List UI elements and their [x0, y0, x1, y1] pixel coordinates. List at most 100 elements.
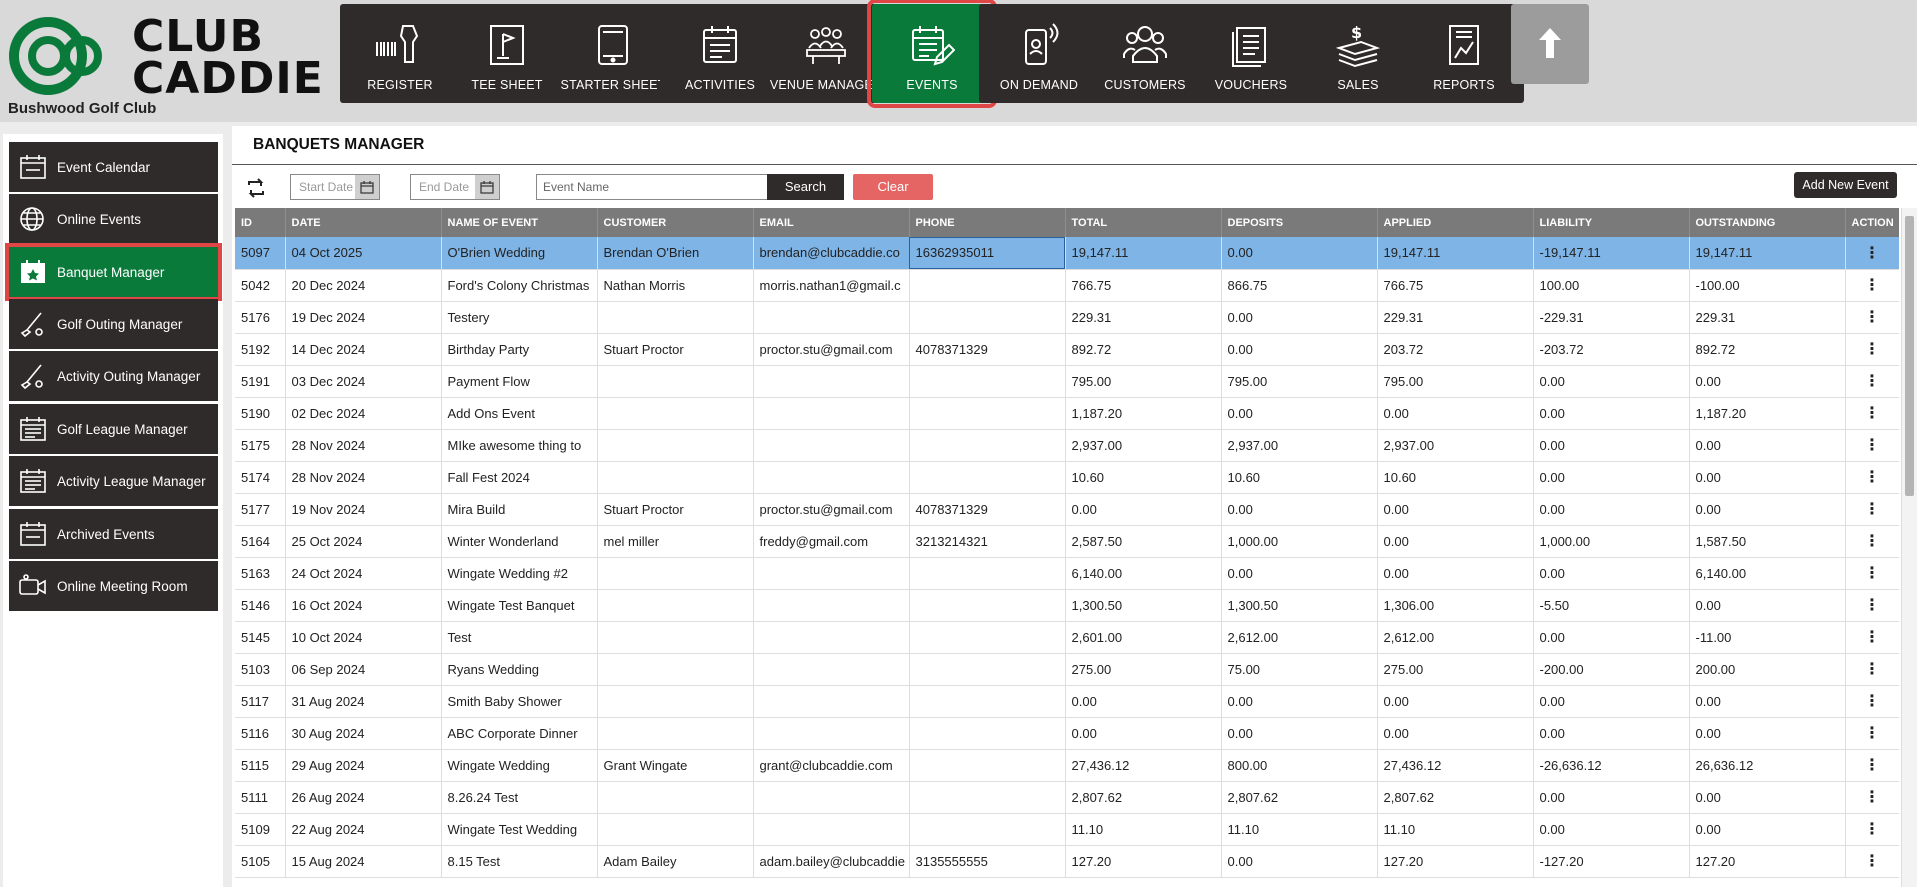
table-row[interactable]: 5103 06 Sep 2024 Ryans Wedding 275.00 75.00 2… [235, 653, 1899, 686]
table-row[interactable]: 5192 14 Dec 2024 Birthday Party Stuart Proc… [235, 333, 1899, 366]
table-row[interactable]: 5175 28 Nov 2024 MIke awesome thing to 2,93… [235, 429, 1899, 462]
phone-signal-icon [1025, 23, 1059, 65]
table-cell: morris.nathan1@gmail.c [753, 269, 910, 302]
column-header[interactable]: DEPOSITS [1221, 208, 1378, 237]
row-action-menu-icon[interactable]: ⋮ [1845, 301, 1899, 334]
table-cell: 795.00 [1065, 365, 1222, 398]
nav-customers[interactable]: CUSTOMERS [1085, 4, 1205, 103]
column-header[interactable]: CUSTOMER [597, 208, 754, 237]
nav-vouchers[interactable]: VOUCHERS [1191, 4, 1311, 103]
column-header[interactable]: PHONE [909, 208, 1066, 237]
table-cell: 5116 [235, 717, 286, 750]
row-action-menu-icon[interactable]: ⋮ [1845, 845, 1899, 878]
row-action-menu-icon[interactable]: ⋮ [1845, 429, 1899, 462]
row-action-menu-icon[interactable]: ⋮ [1845, 813, 1899, 846]
sidebar-item-event-calendar[interactable]: Event Calendar [9, 142, 218, 192]
column-header[interactable]: APPLIED [1377, 208, 1534, 237]
table-row[interactable]: 5146 16 Oct 2024 Wingate Test Banquet 1,300… [235, 589, 1899, 622]
row-action-menu-icon[interactable]: ⋮ [1845, 365, 1899, 398]
table-row[interactable]: 5117 31 Aug 2024 Smith Baby Shower 0.00 0.00… [235, 685, 1899, 718]
row-action-menu-icon[interactable]: ⋮ [1845, 557, 1899, 590]
table-row[interactable]: 5042 20 Dec 2024 Ford's Colony Christmas Na… [235, 269, 1899, 302]
table-row[interactable]: 5163 24 Oct 2024 Wingate Wedding #2 6,140.0… [235, 557, 1899, 590]
table-row[interactable]: 5191 03 Dec 2024 Payment Flow 795.00 795.00 7… [235, 365, 1899, 398]
row-action-menu-icon[interactable]: ⋮ [1845, 237, 1899, 270]
nav-reports[interactable]: REPORTS [1404, 4, 1524, 103]
table-row[interactable]: 5174 28 Nov 2024 Fall Fest 2024 10.60 10.60 1… [235, 461, 1899, 494]
nav-register[interactable]: REGISTER [340, 4, 460, 103]
column-header[interactable]: DATE [285, 208, 442, 237]
row-action-menu-icon[interactable]: ⋮ [1845, 333, 1899, 366]
tablet-icon [598, 25, 628, 65]
table-row[interactable]: 5105 15 Aug 2024 8.15 Test Adam Bailey adam.… [235, 845, 1899, 878]
add-new-event-button[interactable]: Add New Event [1794, 172, 1897, 198]
club-caddie-logo[interactable]: CLUB CADDIE [8, 12, 323, 101]
nav-venue-manager[interactable]: VENUE MANAGER [766, 4, 886, 103]
sidebar-item-archived-events[interactable]: Archived Events [9, 509, 218, 559]
table-row[interactable]: 5097 04 Oct 2025 O'Brien Wedding Brendan O'… [235, 237, 1899, 270]
calendar-icon[interactable] [475, 175, 499, 199]
row-action-menu-icon[interactable]: ⋮ [1845, 461, 1899, 494]
row-action-menu-icon[interactable]: ⋮ [1845, 621, 1899, 654]
sidebar-item-online-meeting-room[interactable]: Online Meeting Room [9, 561, 218, 611]
event-name-input[interactable]: Event Name [536, 174, 772, 200]
column-header[interactable]: ACTION [1845, 208, 1899, 237]
calendar-icon[interactable] [355, 175, 379, 199]
start-date-field[interactable]: Start Date [290, 174, 380, 200]
row-action-menu-icon[interactable]: ⋮ [1845, 781, 1899, 814]
scroll-up-button[interactable] [1511, 4, 1589, 84]
row-action-menu-icon[interactable]: ⋮ [1845, 685, 1899, 718]
sidebar-item-online-events[interactable]: Online Events [9, 194, 218, 244]
column-header[interactable]: TOTAL [1065, 208, 1222, 237]
table-row[interactable]: 5109 22 Aug 2024 Wingate Test Wedding 11.10… [235, 813, 1899, 846]
table-row[interactable]: 5190 02 Dec 2024 Add Ons Event 1,187.20 0.00… [235, 397, 1899, 430]
table-row[interactable]: 5111 26 Aug 2024 8.26.24 Test 2,807.62 2,807… [235, 781, 1899, 814]
row-action-menu-icon[interactable]: ⋮ [1845, 397, 1899, 430]
sidebar-item-golf-league-manager[interactable]: Golf League Manager [9, 404, 218, 454]
vouchers-icon [1232, 27, 1266, 67]
table-cell: 0.00 [1221, 685, 1378, 718]
clear-button[interactable]: Clear [853, 174, 933, 200]
column-header[interactable]: LIABILITY [1533, 208, 1690, 237]
column-header[interactable]: EMAIL [753, 208, 910, 237]
scrollbar-thumb[interactable] [1905, 216, 1914, 496]
row-action-menu-icon[interactable]: ⋮ [1845, 653, 1899, 686]
table-cell: Wingate Test Banquet [441, 589, 598, 622]
table-cell: 892.72 [1065, 333, 1222, 366]
sidebar-item-golf-outing-manager[interactable]: Golf Outing Manager [9, 299, 218, 349]
table-row[interactable]: 5116 30 Aug 2024 ABC Corporate Dinner 0.00 0… [235, 717, 1899, 750]
search-button[interactable]: Search [767, 174, 844, 200]
column-header[interactable]: OUTSTANDING [1689, 208, 1846, 237]
row-action-menu-icon[interactable]: ⋮ [1845, 717, 1899, 750]
table-row[interactable]: 5177 19 Nov 2024 Mira Build Stuart Proctor p… [235, 493, 1899, 526]
row-action-menu-icon[interactable]: ⋮ [1845, 749, 1899, 782]
column-header[interactable]: ID [235, 208, 286, 237]
table-row[interactable]: 5176 19 Dec 2024 Testery 229.31 0.00 229.31 -2… [235, 301, 1899, 334]
refresh-icon[interactable] [244, 176, 268, 200]
nav-sales[interactable]: $ SALES [1298, 4, 1418, 103]
table-row[interactable]: 5115 29 Aug 2024 Wingate Wedding Grant Wing… [235, 749, 1899, 782]
end-date-field[interactable]: End Date [410, 174, 500, 200]
column-header[interactable]: NAME OF EVENT [441, 208, 598, 237]
sidebar-item-activity-league-manager[interactable]: Activity League Manager [9, 456, 218, 506]
table-cell: 2,937.00 [1377, 429, 1534, 462]
row-action-menu-icon[interactable]: ⋮ [1845, 525, 1899, 558]
table-scrollbar[interactable] [1901, 208, 1917, 887]
nav-on-demand[interactable]: ON DEMAND [979, 4, 1099, 103]
table-cell: 29 Aug 2024 [285, 749, 442, 782]
nav-starter-sheet[interactable]: STARTER SHEET [553, 4, 673, 103]
row-action-menu-icon[interactable]: ⋮ [1845, 589, 1899, 622]
nav-tee-sheet[interactable]: TEE SHEET [447, 4, 567, 103]
nav-activities[interactable]: ACTIVITIES [660, 4, 780, 103]
table-row[interactable]: 5145 10 Oct 2024 Test 2,601.00 2,612.00 2,612… [235, 621, 1899, 654]
table-cell: 892.72 [1689, 333, 1846, 366]
table-cell: 10.60 [1065, 461, 1222, 494]
table-cell: adam.bailey@clubcaddie [753, 845, 910, 878]
table-cell: Mira Build [441, 493, 598, 526]
nav-events[interactable]: EVENTS [867, 0, 997, 108]
sidebar-item-banquet-manager[interactable]: Banquet Manager [5, 243, 222, 301]
table-row[interactable]: 5164 25 Oct 2024 Winter Wonderland mel mill… [235, 525, 1899, 558]
sidebar-item-activity-outing-manager[interactable]: Activity Outing Manager [9, 351, 218, 401]
row-action-menu-icon[interactable]: ⋮ [1845, 493, 1899, 526]
row-action-menu-icon[interactable]: ⋮ [1845, 269, 1899, 302]
